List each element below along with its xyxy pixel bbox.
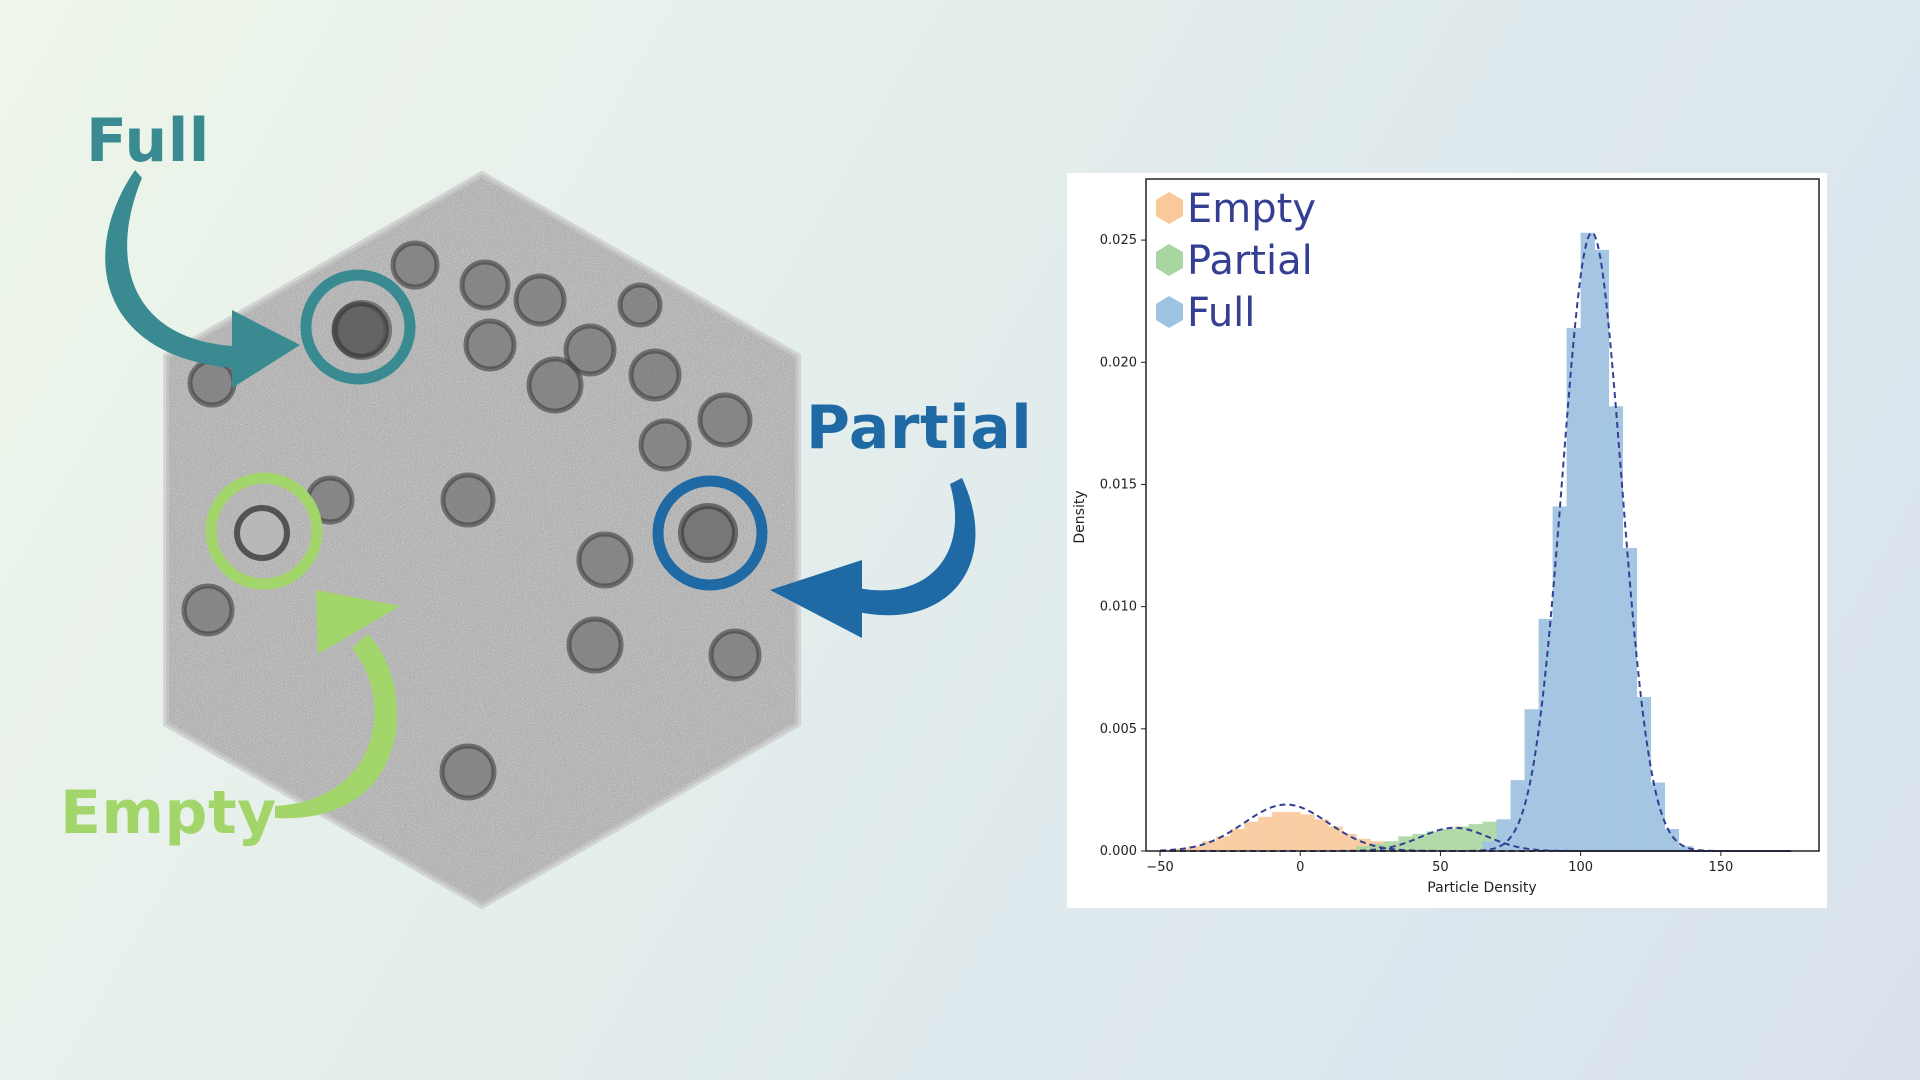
particle xyxy=(628,348,682,402)
bar-empty xyxy=(1244,821,1259,851)
x-tick-label: 0 xyxy=(1296,860,1304,875)
x-axis-label: Particle Density xyxy=(1427,880,1536,896)
x-tick-label: −50 xyxy=(1146,860,1173,875)
particle xyxy=(439,743,497,801)
bar-empty xyxy=(1286,811,1301,851)
y-tick-label: 0.025 xyxy=(1100,233,1137,248)
bar-partial xyxy=(1356,846,1371,851)
bar-partial xyxy=(1398,836,1413,851)
particles xyxy=(181,240,762,801)
bar-full xyxy=(1678,846,1694,851)
partial-arrow-icon xyxy=(770,478,976,638)
bar-full xyxy=(1594,249,1609,851)
full-label: Full xyxy=(86,106,210,176)
histogram-svg: −50 0 50 100 150 0.0000.0050.0100.0150.0200.… xyxy=(1072,178,1820,896)
y-ticks: 0.000 0.005 0.010 0.015 0.020 0.025 xyxy=(1100,233,1146,859)
bar-full xyxy=(1538,618,1553,851)
bar-partial xyxy=(1370,843,1385,851)
legend-label-empty: Empty xyxy=(1187,186,1316,232)
partial-highlight-ring xyxy=(652,475,768,591)
bar-full xyxy=(1580,232,1595,851)
bar-full xyxy=(1608,406,1624,851)
bar-full xyxy=(1510,780,1525,851)
particle xyxy=(563,323,617,377)
legend-swatch-full xyxy=(1156,296,1183,328)
bar-partial xyxy=(1440,829,1455,851)
y-tick-label: 0.010 xyxy=(1100,600,1137,615)
micrograph-illustration xyxy=(105,170,976,910)
bar-full xyxy=(1496,819,1511,851)
full-particle xyxy=(332,300,392,360)
particle xyxy=(459,259,511,311)
legend: Empty Partial Full xyxy=(1156,186,1316,336)
y-tick-label: 0.000 xyxy=(1100,844,1137,859)
bar-full xyxy=(1636,697,1652,851)
particle xyxy=(638,418,692,472)
bar-empty xyxy=(1300,814,1315,851)
y-tick-label: 0.020 xyxy=(1100,355,1137,370)
particle xyxy=(697,392,753,448)
bar-full xyxy=(1650,782,1666,851)
micrograph-hexagon xyxy=(163,170,801,910)
bar-empty xyxy=(1216,836,1231,851)
bar-partial xyxy=(1454,826,1469,851)
legend-swatch-empty xyxy=(1156,192,1183,224)
bar-empty xyxy=(1272,811,1287,851)
bar-full xyxy=(1664,829,1680,851)
particle xyxy=(390,240,440,290)
partial-label: Partial xyxy=(806,393,1033,463)
bar-empty xyxy=(1202,841,1217,851)
particle xyxy=(708,628,762,682)
particle xyxy=(617,282,663,328)
y-tick-label: 0.005 xyxy=(1100,722,1137,737)
bar-full xyxy=(1524,709,1539,851)
y-tick-label: 0.015 xyxy=(1100,477,1137,492)
empty-particle xyxy=(234,505,290,561)
particle xyxy=(187,358,237,408)
full-highlight-ring xyxy=(300,269,416,385)
bar-empty xyxy=(1342,833,1357,851)
full-arrow-icon xyxy=(105,170,300,388)
bar-empty xyxy=(1230,829,1245,851)
bar-partial xyxy=(1468,824,1483,851)
partial-particle xyxy=(678,503,738,563)
histogram-chart: −50 0 50 100 150 0.000 0.005 0.010 0.015 0.020 0.… xyxy=(1067,173,1827,908)
fit-curve xyxy=(1159,803,1791,852)
legend-label-partial: Partial xyxy=(1187,238,1313,284)
bar-full xyxy=(1566,328,1581,851)
bar-full xyxy=(1482,841,1497,851)
legend-label-full: Full xyxy=(1187,290,1255,336)
particle xyxy=(526,356,584,414)
particle xyxy=(440,472,496,528)
empty-label: Empty xyxy=(60,778,277,848)
bar-empty xyxy=(1188,846,1203,851)
bar-empty xyxy=(1258,816,1273,851)
plot-frame xyxy=(1145,178,1820,852)
particle xyxy=(463,318,517,372)
bar-empty xyxy=(1328,826,1343,851)
particle xyxy=(576,531,634,589)
bar-partial xyxy=(1426,831,1441,851)
bar-full xyxy=(1552,506,1567,851)
particle xyxy=(566,616,624,674)
x-tick-label: 100 xyxy=(1568,860,1593,875)
bar-empty xyxy=(1314,819,1329,851)
particle xyxy=(181,583,235,637)
x-ticks: −50 0 50 100 150 xyxy=(1146,851,1733,875)
empty-arrow-icon xyxy=(275,590,400,819)
bar-partial xyxy=(1412,833,1427,851)
x-tick-label: 150 xyxy=(1708,860,1733,875)
empty-highlight-ring xyxy=(205,472,323,590)
y-axis-label: Density xyxy=(1072,490,1088,543)
particle xyxy=(513,273,567,327)
x-tick-label: 50 xyxy=(1432,860,1449,875)
legend-swatch-partial xyxy=(1156,244,1183,276)
